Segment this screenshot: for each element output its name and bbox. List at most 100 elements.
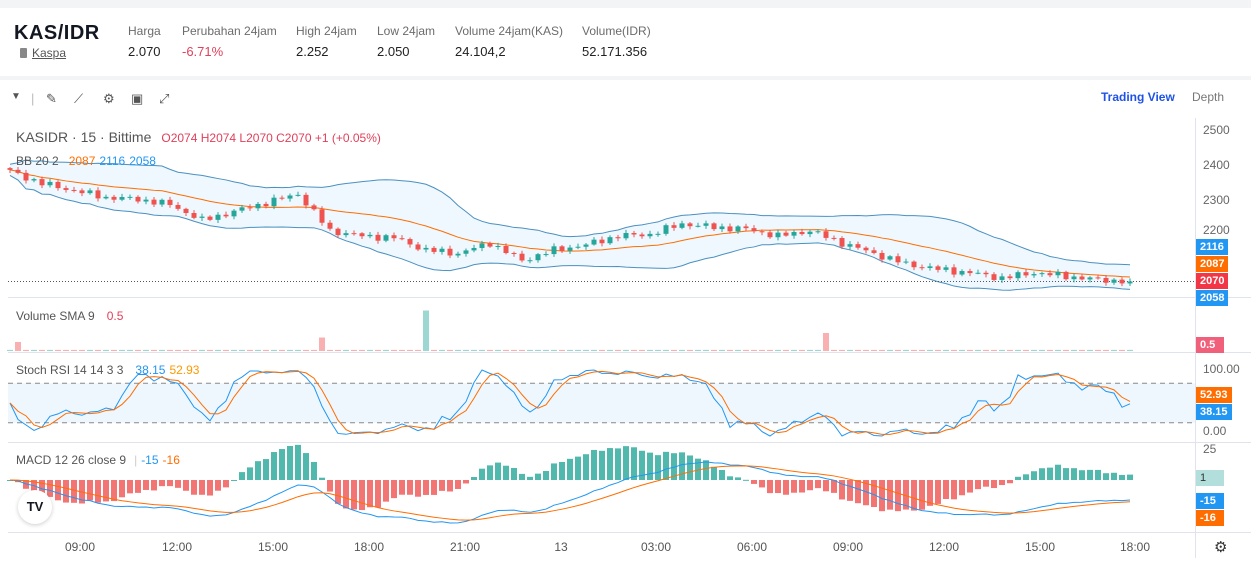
candle bbox=[247, 207, 253, 209]
macd-histogram-bar bbox=[831, 480, 837, 493]
volume-bar bbox=[159, 349, 165, 351]
candle bbox=[871, 250, 877, 253]
macd-line bbox=[9, 461, 1131, 524]
pane-divider[interactable] bbox=[8, 297, 1251, 298]
macd-histogram-bar bbox=[87, 480, 93, 501]
pencil-icon[interactable]: ✎ bbox=[46, 91, 57, 106]
bb-upper-tag: 2116 bbox=[1196, 239, 1228, 255]
macd-histogram-bar bbox=[239, 472, 245, 480]
pane-divider[interactable] bbox=[8, 352, 1251, 353]
volume-bar bbox=[831, 349, 837, 351]
candle bbox=[87, 190, 93, 194]
volume-bar bbox=[399, 349, 405, 351]
candle bbox=[455, 253, 461, 256]
volume-tag: 0.5 bbox=[1196, 337, 1224, 353]
indicator-icon[interactable]: ⟋ bbox=[74, 91, 84, 106]
stat-change: Perubahan 24jam -6.71% bbox=[182, 24, 277, 59]
price-axis[interactable] bbox=[1195, 118, 1196, 558]
volume-bar bbox=[343, 349, 349, 351]
macd-histogram-bar bbox=[615, 448, 621, 480]
pane-divider[interactable] bbox=[8, 532, 1251, 533]
candle bbox=[1007, 276, 1013, 279]
x-tick: 15:00 bbox=[1024, 540, 1056, 554]
macd-legend: MACD 12 26 close 9 | -15 -16 bbox=[16, 453, 180, 467]
volume-bar bbox=[991, 349, 997, 351]
pane-divider[interactable] bbox=[8, 442, 1251, 443]
volume-bar bbox=[919, 349, 925, 351]
tab-depth[interactable]: Depth bbox=[1192, 90, 1225, 104]
volume-bar bbox=[39, 349, 45, 351]
candle bbox=[655, 233, 661, 235]
gear-icon[interactable]: ⚙ bbox=[103, 91, 115, 106]
candle bbox=[479, 243, 485, 248]
volume-bar bbox=[319, 337, 325, 351]
candle bbox=[399, 238, 405, 240]
candle bbox=[367, 234, 373, 237]
x-tick: 21:00 bbox=[449, 540, 481, 554]
macd-histogram-bar bbox=[55, 480, 61, 501]
candle bbox=[79, 190, 85, 194]
macd-histogram-bar bbox=[1063, 468, 1069, 480]
volume-bar bbox=[735, 349, 741, 351]
volume-bar bbox=[807, 349, 813, 351]
candle bbox=[695, 225, 701, 227]
caret-down-icon[interactable]: ▼ bbox=[11, 91, 21, 102]
tradingview-logo[interactable]: TV bbox=[18, 490, 52, 524]
macd-histogram-bar bbox=[759, 480, 765, 488]
volume-bar bbox=[71, 349, 77, 351]
ohlc-values: O2074 H2074 L2070 C2070 +1 (+0.05%) bbox=[161, 131, 381, 145]
candle bbox=[351, 233, 357, 235]
macd-histogram-bar bbox=[599, 450, 605, 480]
stoch-k-line bbox=[9, 369, 1131, 437]
candle bbox=[359, 233, 365, 237]
macd-histogram-bar bbox=[951, 480, 957, 500]
macd-histogram-bar bbox=[391, 480, 397, 499]
volume-bar bbox=[551, 349, 557, 351]
macd-histogram-bar bbox=[671, 453, 677, 480]
macd-histogram-bar bbox=[23, 480, 29, 489]
settings-gear-icon[interactable]: ⚙ bbox=[1214, 539, 1228, 556]
candle bbox=[1119, 279, 1125, 284]
candle bbox=[527, 260, 533, 262]
volume-bar bbox=[1039, 349, 1045, 351]
tab-trading-view[interactable]: Trading View bbox=[1101, 90, 1175, 104]
volume-bar bbox=[223, 349, 229, 351]
candle bbox=[687, 223, 693, 227]
volume-bar bbox=[599, 349, 605, 351]
macd-histogram-bar bbox=[255, 461, 261, 480]
volume-bar bbox=[695, 349, 701, 351]
y-tick: 100.00 bbox=[1203, 362, 1240, 376]
macd-histogram-bar bbox=[159, 480, 165, 487]
macd-histogram-bar bbox=[1079, 470, 1085, 480]
candle bbox=[567, 247, 573, 251]
volume-bar bbox=[367, 349, 373, 351]
candle bbox=[991, 274, 997, 280]
toolbar-divider: | bbox=[31, 91, 35, 106]
macd-histogram-bar bbox=[167, 480, 173, 487]
macd-histogram-bar bbox=[735, 477, 741, 480]
macd-histogram-bar bbox=[95, 480, 101, 503]
macd-histogram-bar bbox=[1071, 468, 1077, 480]
volume-bar bbox=[231, 349, 237, 351]
x-tick: 15:00 bbox=[257, 540, 289, 554]
candle bbox=[303, 194, 309, 206]
volume-bar bbox=[671, 349, 677, 351]
macd-histogram-bar bbox=[695, 458, 701, 480]
candle bbox=[167, 199, 173, 205]
fullscreen-icon[interactable]: ⤢ bbox=[159, 91, 170, 106]
candle bbox=[1127, 281, 1133, 284]
coin-link[interactable]: Kaspa bbox=[20, 46, 66, 60]
volume-bar bbox=[543, 349, 549, 351]
macd-histogram-bar bbox=[447, 480, 453, 492]
save-icon[interactable]: ▣ bbox=[131, 91, 144, 106]
macd-histogram-bar bbox=[231, 479, 237, 481]
candle bbox=[135, 196, 141, 202]
bb-legend: BB 20 2 2087 2116 2058 bbox=[16, 154, 156, 168]
candle bbox=[487, 243, 493, 247]
macd-histogram-bar bbox=[559, 461, 565, 480]
candle bbox=[647, 233, 653, 237]
macd-histogram-bar bbox=[847, 480, 853, 501]
candle bbox=[1087, 277, 1093, 280]
macd-histogram-bar bbox=[71, 480, 77, 503]
